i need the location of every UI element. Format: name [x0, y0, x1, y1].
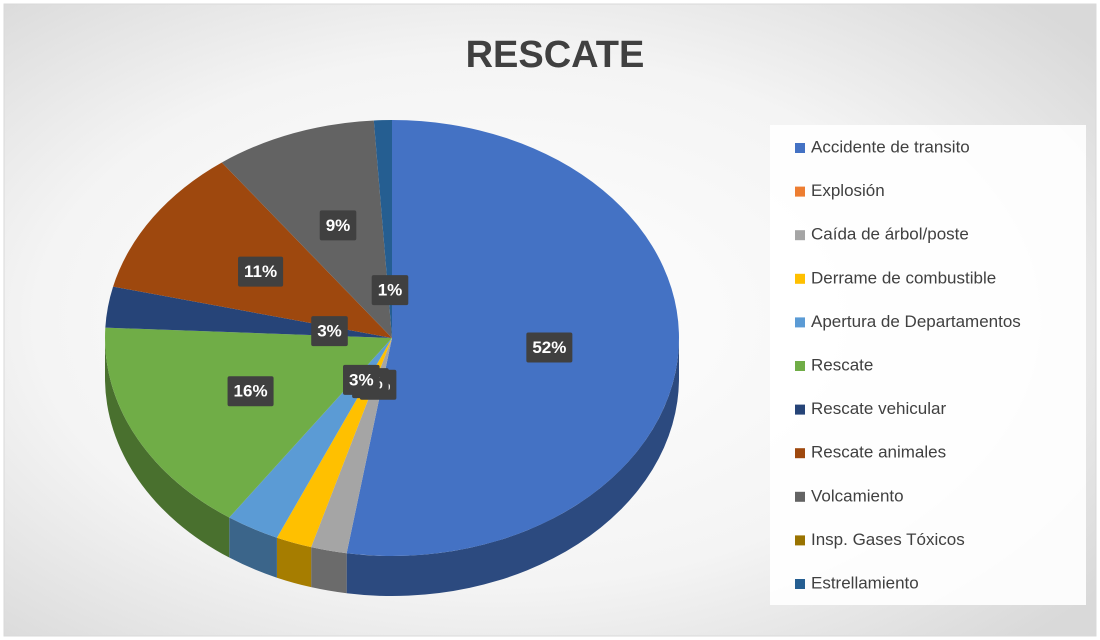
slice-side: [346, 338, 679, 596]
legend-swatch: [795, 448, 805, 459]
data-label-text: 11%: [244, 262, 277, 281]
legend-label: Apertura de Departamentos: [811, 312, 1021, 331]
data-label: 1%: [371, 275, 409, 306]
legend-swatch: [795, 579, 805, 589]
legend-swatch: [795, 404, 805, 415]
data-label-box: [371, 275, 409, 306]
data-label-text: 3%: [317, 322, 342, 341]
legend-label: Caída de árbol/poste: [811, 225, 969, 244]
chart-title: RESCATE: [466, 34, 645, 76]
data-label-box: [319, 210, 357, 241]
legend-swatch: [795, 273, 805, 284]
data-label-box: [238, 256, 284, 287]
legend-swatch: [795, 230, 805, 241]
data-label-text: 16%: [234, 382, 268, 401]
data-label: 3%: [343, 364, 380, 395]
data-label-box: [526, 332, 573, 363]
data-label-box: [343, 364, 380, 395]
data-label-text: 52%: [532, 338, 566, 357]
legend-swatch: [795, 361, 805, 371]
data-label-text: 9%: [326, 216, 351, 235]
legend-label: Rescate: [811, 355, 873, 374]
legend-label: Rescate vehicular: [811, 399, 946, 418]
legend-label: Rescate animales: [811, 443, 946, 462]
data-label-text: 3%: [349, 370, 374, 389]
data-label-box: [227, 376, 274, 407]
data-label: 3%: [311, 316, 348, 347]
slice-side: [229, 517, 277, 578]
pie-slice: [113, 162, 392, 338]
data-label: 11%: [238, 256, 284, 287]
pie-slice: [221, 120, 392, 338]
legend-label: Volcamiento: [811, 486, 904, 505]
legend-label: Insp. Gases Tóxicos: [811, 530, 965, 549]
pie-slice: [104, 327, 392, 518]
legend-label: Explosión: [811, 181, 885, 200]
legend-label: Estrellamiento: [811, 573, 919, 592]
data-label-box: [311, 316, 348, 347]
slice-side: [311, 547, 347, 594]
legend-swatch: [795, 186, 805, 197]
legend-swatch: [795, 535, 805, 546]
data-label: 9%: [319, 210, 357, 241]
legend-swatch: [795, 317, 805, 328]
slice-side: [276, 537, 312, 588]
legend-swatch: [795, 143, 805, 153]
legend-box: [770, 125, 1086, 605]
slice-side: [105, 338, 230, 558]
legend-label: Derrame de combustible: [811, 268, 996, 287]
legend-label: Accidente de transito: [811, 137, 970, 156]
data-label: 16%: [227, 376, 274, 407]
legend-swatch: [795, 491, 805, 502]
data-label: 52%: [526, 332, 573, 363]
pie-slice: [346, 120, 680, 557]
data-label-text: 1%: [378, 281, 403, 300]
